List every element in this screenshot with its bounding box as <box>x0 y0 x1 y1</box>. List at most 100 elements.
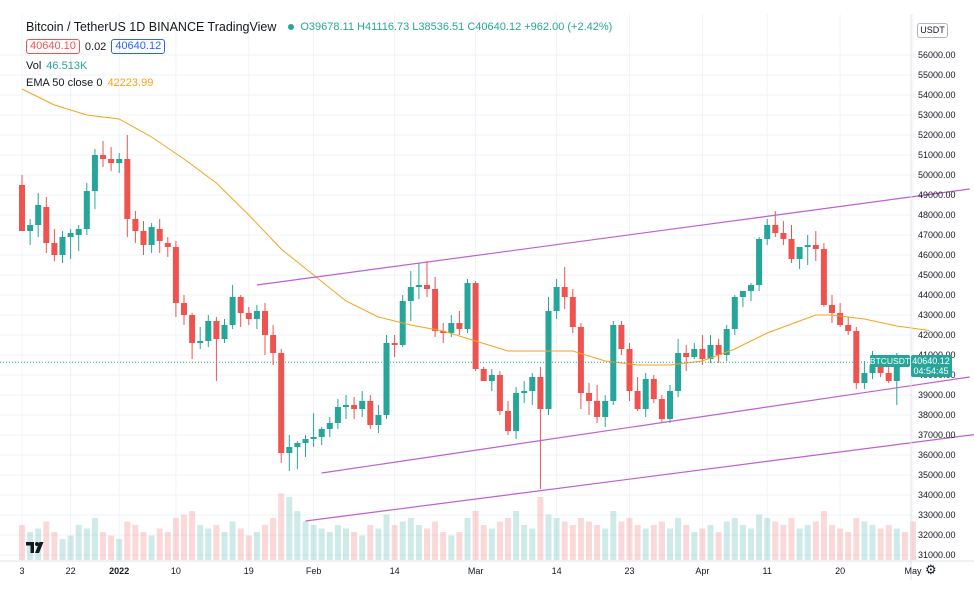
gear-icon[interactable]: ⚙ <box>925 562 937 577</box>
tradingview-logo-icon[interactable] <box>26 540 48 554</box>
candle-body <box>731 297 738 329</box>
volume-bar <box>83 528 90 560</box>
volume-bar <box>577 518 584 560</box>
candle-body <box>764 225 771 239</box>
candle-body <box>440 331 447 333</box>
candle-body <box>35 205 42 225</box>
candle-body <box>221 325 228 339</box>
volume-bar <box>100 532 106 560</box>
candle-body <box>756 239 763 285</box>
volume-bar <box>229 521 236 560</box>
volume-bar <box>845 532 852 560</box>
ema-label[interactable]: EMA 50 close 0 <box>26 76 103 89</box>
volume-bar <box>351 532 358 560</box>
time-tick-label: Mar <box>468 566 484 576</box>
volume-bar <box>812 521 819 560</box>
price-axis[interactable]: 56000.00 55000.00 54000.00 53000.00 52000.00… <box>918 50 956 560</box>
spread-value: 0.02 <box>84 40 107 53</box>
volume-bars <box>19 493 916 560</box>
volume-bar <box>213 525 220 560</box>
price-tick-label: 47000.00 <box>918 230 956 240</box>
volume-bar <box>893 528 900 560</box>
time-axis[interactable]: 3 22 2022 10 19 Feb 14 Mar 14 23 Apr 11 20 May <box>19 566 922 576</box>
volume-bar <box>667 528 673 560</box>
candle-body <box>424 285 430 289</box>
candle-body <box>294 443 301 447</box>
candle-body <box>116 159 123 163</box>
volume-bar <box>108 535 115 560</box>
candle-body <box>553 287 560 311</box>
market-open-dot-icon <box>288 23 295 30</box>
sell-price-button[interactable]: 40640.10 <box>26 39 80 54</box>
candle-body <box>513 393 520 431</box>
volume-label[interactable]: Vol <box>26 59 42 72</box>
low-value: L38536.51 <box>412 20 465 33</box>
candle-body <box>302 439 309 443</box>
time-tick-label: 20 <box>835 566 845 576</box>
candle-body <box>59 237 66 255</box>
volume-bar <box>91 518 98 560</box>
candle-body <box>626 349 633 391</box>
candle-body <box>845 325 852 331</box>
buy-price-button[interactable]: 40640.12 <box>111 39 166 54</box>
candle-body <box>772 225 779 233</box>
candle-body <box>19 185 25 231</box>
volume-bar <box>707 525 714 560</box>
candle-body <box>407 287 414 301</box>
candle-body <box>480 369 487 381</box>
volume-bar <box>448 535 455 560</box>
time-tick-label: 3 <box>19 566 24 576</box>
volume-bar <box>829 525 835 560</box>
candle-body <box>780 233 787 239</box>
candle-body <box>148 227 155 245</box>
candle-body <box>156 229 163 241</box>
volume-bar <box>367 525 374 560</box>
volume-bar <box>245 535 252 560</box>
volume-bar <box>464 518 471 560</box>
candle-body <box>675 353 682 391</box>
volume-bar <box>480 525 487 560</box>
price-tick-label: 48000.00 <box>918 210 956 220</box>
candle-body <box>885 373 892 381</box>
candle-body <box>739 291 746 297</box>
volume-bar <box>432 521 439 560</box>
volume-bar <box>683 525 690 560</box>
channel-line <box>321 376 970 474</box>
price-tick-label: 53000.00 <box>918 110 956 120</box>
candle-body <box>432 289 439 331</box>
volume-bar <box>67 535 74 560</box>
channel-line <box>305 434 974 522</box>
candle-body <box>91 155 98 191</box>
candle-body <box>488 375 495 381</box>
chart-grid <box>0 14 914 561</box>
last-price-tag: BTCUSDT 40640.12 04:54:45 <box>870 355 952 377</box>
trade-row: 40640.10 0.02 40640.12 <box>26 38 612 55</box>
volume-bar <box>415 525 422 560</box>
volume-bar <box>772 521 779 560</box>
candle-body <box>343 405 349 407</box>
candle-body <box>667 391 673 419</box>
price-tick-label: 36000.00 <box>918 450 956 460</box>
candle-body <box>245 313 252 319</box>
price-tick-label: 44000.00 <box>918 290 956 300</box>
time-tick-label: 14 <box>552 566 562 576</box>
candle-body <box>181 303 187 315</box>
currency-select-button[interactable]: USDT <box>917 23 948 38</box>
time-tick-label: 11 <box>763 566 772 576</box>
volume-bar <box>796 528 803 560</box>
candle-body <box>561 287 568 297</box>
volume-bar <box>197 525 204 560</box>
time-tick-label: Apr <box>695 566 709 576</box>
candle-body <box>804 245 811 247</box>
volume-bar <box>221 532 228 560</box>
price-tick-label: 54000.00 <box>918 90 956 100</box>
candlestick-series <box>19 135 900 489</box>
volume-bar <box>294 511 301 560</box>
candle-body <box>318 429 325 437</box>
volume-bar <box>780 525 787 560</box>
candle-body <box>602 401 609 417</box>
symbol-title[interactable]: Bitcoin / TetherUS 1D BINANCE TradingVie… <box>26 19 277 34</box>
volume-bar <box>521 525 528 560</box>
candle-body <box>124 159 131 219</box>
